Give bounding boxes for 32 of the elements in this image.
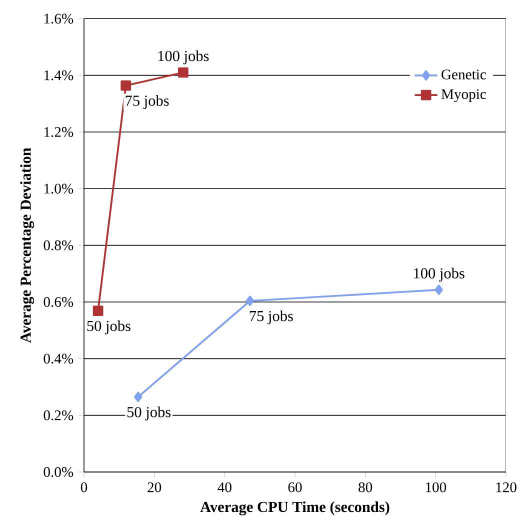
y-tick-label: 0.6% [44, 297, 74, 307]
x-tick-label: 40 [218, 482, 232, 492]
point [246, 296, 254, 306]
y-tick-label: 0.8% [44, 240, 74, 250]
point [434, 284, 443, 295]
point [120, 80, 132, 91]
y-tick-label: 1.4% [44, 70, 74, 80]
x-tick-label: 120 [496, 482, 516, 492]
legend-label: Genetic [442, 70, 486, 80]
annotation: 50 jobs [127, 406, 171, 420]
legend-label: Myopic [441, 89, 486, 102]
y-tick-label: 1.0% [44, 184, 74, 194]
annotation: 75 jobs [250, 310, 293, 324]
annotation: 100 jobs [414, 268, 464, 282]
annotation: 50 jobs [87, 320, 130, 334]
x-axis-title: Average CPU Time (seconds) [200, 501, 390, 516]
y-tick-label: 0.0% [44, 467, 74, 477]
y-tick-label: 1.6% [44, 14, 74, 24]
y-tick-label: 1.2% [44, 127, 74, 137]
x-tick-label: 20 [148, 482, 162, 492]
y-tick-label: 0.4% [44, 354, 74, 364]
y-axis-title: Average Percentage Deviation [20, 148, 34, 343]
x-tick-label: 100 [426, 482, 446, 492]
y-tick-label: 0.2% [44, 410, 74, 420]
point [134, 392, 142, 402]
x-tick-label: 0 [80, 482, 88, 492]
x-tick-label: 80 [358, 482, 372, 492]
point [178, 67, 188, 78]
point [92, 306, 104, 316]
x-tick-label: 60 [288, 482, 302, 492]
annotation: 75 jobs [126, 95, 169, 109]
annotation: 100 jobs [158, 50, 209, 64]
